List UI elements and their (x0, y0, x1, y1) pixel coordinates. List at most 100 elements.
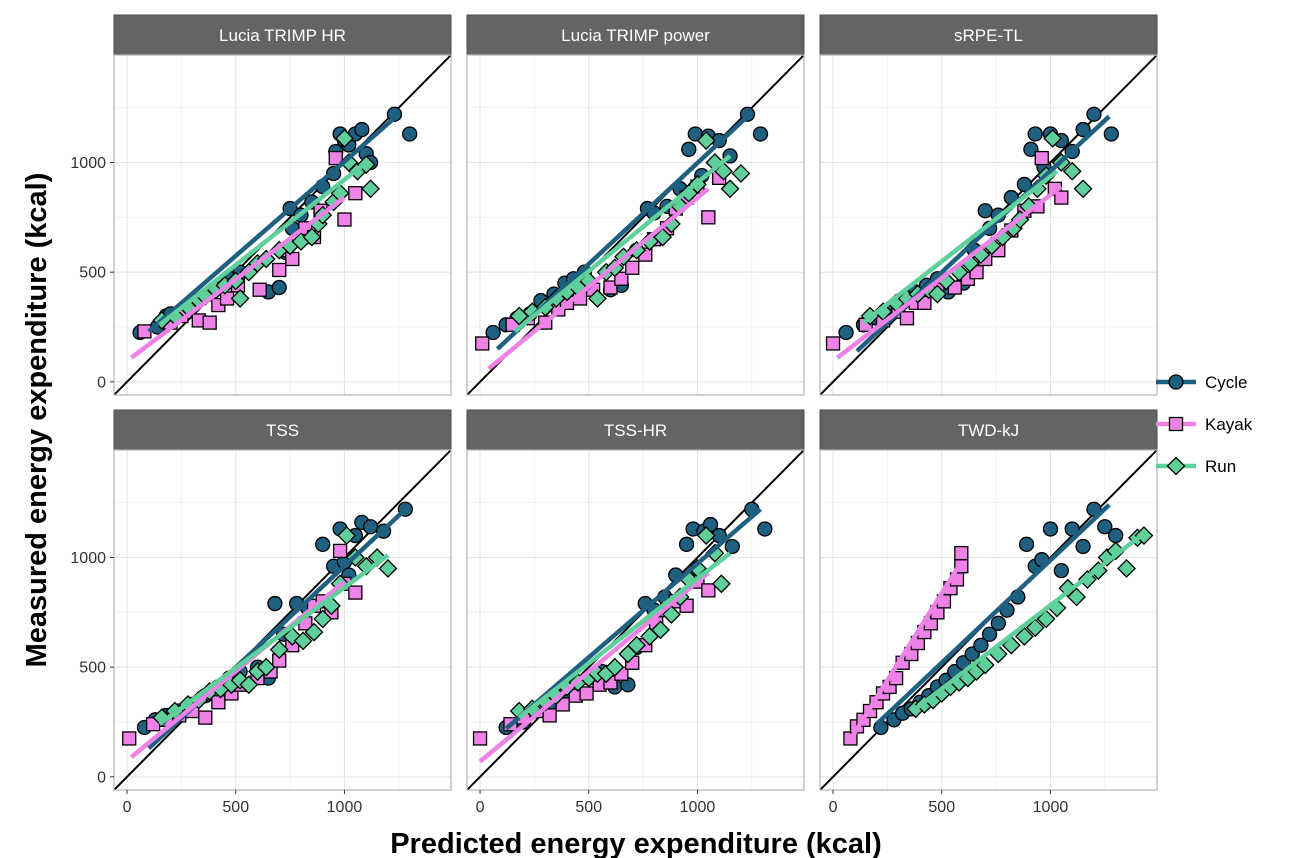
legend-marker (1166, 456, 1186, 476)
data-point-kayak (701, 583, 716, 598)
data-point-run (605, 657, 625, 677)
data-point-cycle (1103, 126, 1119, 142)
data-point-cycle (678, 536, 695, 552)
data-point-run (1043, 128, 1063, 148)
panel-6: TWD-kJ 0 500 1000 (819, 409, 1158, 816)
panel-title: TWD-kJ (958, 421, 1019, 440)
data-point-cycle (1042, 521, 1059, 537)
data-point-cycle (354, 121, 370, 138)
panel-border (819, 449, 1158, 791)
fit-line-run (914, 531, 1146, 711)
y-tick-label: 500 (79, 265, 106, 282)
panel-border (466, 54, 805, 396)
panel-plot-area (114, 450, 451, 790)
data-point-run (293, 631, 313, 651)
data-point-run (696, 526, 716, 545)
data-point-kayak (348, 585, 363, 600)
panel-2: Lucia TRIMP power (466, 14, 805, 396)
data-point-kayak (954, 545, 969, 561)
data-point-run (304, 622, 324, 642)
data-point-run (653, 227, 673, 247)
data-point-run (1117, 559, 1136, 578)
panel-grid (114, 55, 451, 395)
data-point-run (313, 609, 333, 629)
y-tick-label: 500 (79, 660, 106, 677)
y-tick-label: 0 (97, 769, 106, 786)
panel-border (113, 449, 452, 791)
panel-grid (467, 55, 804, 395)
data-point-kayak (272, 262, 287, 278)
panel-border (466, 449, 805, 791)
panel-strip (466, 409, 805, 451)
fit-line-cycle (147, 112, 401, 334)
data-point-cycle (271, 279, 287, 296)
data-point-kayak (542, 708, 557, 723)
panel-grid (467, 450, 804, 790)
data-point-run (302, 227, 322, 247)
legend-item-cycle: Cycle (1156, 373, 1248, 392)
panel-plot-area (820, 450, 1157, 790)
data-point-cycle (1108, 527, 1124, 544)
panel-title: TSS-HR (604, 421, 667, 440)
x-tick-label: 0 (476, 799, 485, 816)
data-point-run (651, 620, 670, 640)
fit-line-kayak (487, 187, 710, 371)
data-point-cycle (838, 324, 854, 341)
data-point-run (731, 164, 751, 183)
data-point-cycle (315, 536, 331, 552)
x-tick-label: 0 (123, 799, 132, 816)
data-point-cycle (362, 519, 379, 535)
panel-plot-area (467, 55, 804, 395)
panel-5: TSS-HR 0 500 1000 (466, 409, 805, 816)
data-point-kayak (825, 336, 841, 351)
data-point-run (927, 284, 947, 304)
panel-title: TSS (266, 421, 299, 440)
y-tick-label: 0 (97, 374, 106, 391)
fit-line-cycle (874, 503, 1111, 726)
data-point-run (337, 526, 357, 545)
data-point-cycle (973, 637, 989, 653)
data-point-kayak (579, 686, 594, 701)
legend-item-run: Run (1156, 456, 1236, 476)
panel-1: Lucia TRIMP HR 0 500 1000 (70, 14, 452, 396)
fit-line-kayak (836, 184, 1063, 360)
data-point-cycle (267, 595, 283, 612)
data-point-run (361, 179, 380, 199)
fit-line-run (513, 154, 732, 334)
data-point-kayak (202, 315, 217, 330)
data-point-cycle (757, 521, 773, 537)
data-point-kayak (701, 210, 716, 225)
legend-marker (1168, 374, 1184, 390)
data-point-cycle (402, 126, 418, 142)
data-point-cycle (990, 615, 1006, 631)
data-point-kayak (122, 731, 137, 746)
y-tick-label: 1000 (70, 550, 106, 567)
data-point-run (1014, 627, 1034, 646)
data-point-cycle (977, 203, 993, 219)
data-point-kayak (211, 695, 226, 710)
data-point-kayak (348, 186, 363, 201)
panel-title: Lucia TRIMP HR (219, 26, 346, 45)
identity-line (114, 450, 451, 790)
data-point-kayak (899, 311, 915, 326)
data-point-cycle (1075, 538, 1091, 555)
legend-label: Cycle (1205, 373, 1248, 392)
data-point-run (335, 128, 354, 148)
data-point-kayak (1034, 150, 1049, 166)
data-point-kayak (1054, 190, 1069, 205)
fit-line-kayak (129, 579, 346, 759)
x-tick-label: 1000 (680, 799, 716, 816)
data-point-run (256, 657, 276, 677)
legend: Cycle Kayak Run (1156, 373, 1253, 476)
data-point-cycle (1086, 106, 1102, 122)
data-point-cycle (1016, 176, 1033, 193)
panel-border (113, 54, 452, 396)
x-tick-label: 500 (222, 799, 249, 816)
panels-layer: Lucia TRIMP HR 0 500 1000 Lucia TRIMP power s… (70, 14, 1158, 816)
data-point-kayak (332, 543, 348, 559)
data-point-cycle (485, 324, 501, 341)
x-tick-label: 500 (928, 799, 955, 816)
data-point-cycle (1064, 521, 1080, 537)
data-point-cycle (1075, 121, 1091, 138)
